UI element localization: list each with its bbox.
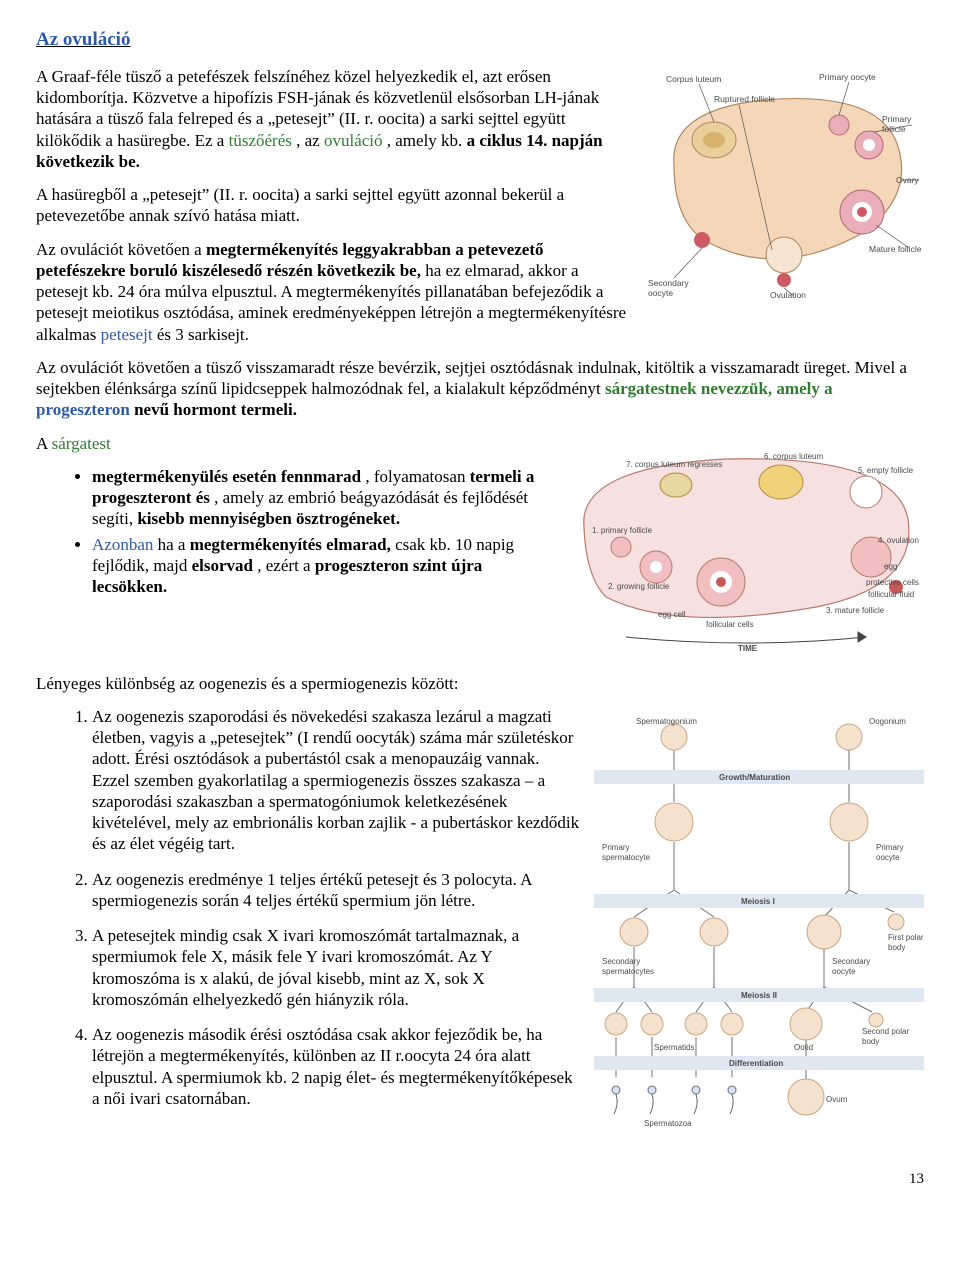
fig3-label: body — [888, 943, 905, 952]
fig2-label: egg — [884, 562, 897, 571]
fig1-label: Ruptured follicle — [714, 94, 775, 104]
text: , amely kb. — [387, 131, 467, 150]
diff-heading: Lényeges különbség az oogenezis és a spe… — [36, 673, 924, 694]
fig3-label: spermatocytes — [602, 967, 654, 976]
text: Az ovulációt követően a — [36, 240, 206, 259]
text: Az oogenezis szaporodási és növekedési s… — [92, 707, 579, 854]
page-title: Az ovuláció — [36, 28, 924, 52]
fig3-label: spermatocyte — [602, 853, 651, 862]
fig1-label: Secondary — [648, 278, 689, 288]
fig3-label: Spermatogonium — [636, 717, 697, 726]
term-sargatest: sárgatestnek nevezzük, amely a — [605, 379, 833, 398]
fig3-label: oocyte — [832, 967, 856, 976]
fig2-label: egg cell — [658, 610, 686, 619]
term-tuszoeres: tüszőérés — [229, 131, 292, 150]
fig3-label: Secondary — [832, 957, 870, 966]
fig3-label: Growth/Maturation — [719, 773, 790, 782]
text: Azonban — [92, 535, 158, 554]
fig3-label: Oogonium — [869, 717, 906, 726]
fig1-label: Primary — [882, 114, 912, 124]
fig2-label: 2. growing follicle — [608, 582, 670, 591]
text: A petesejtek mindig csak X ivari kromosz… — [92, 926, 519, 1009]
fig3-label: Ootid — [794, 1043, 813, 1052]
fig2-label: follicular fluid — [868, 590, 914, 599]
fig3-label: First polar — [888, 933, 924, 942]
text: , ezért a — [257, 556, 315, 575]
ovary-svg: Corpus luteum Primary oocyte Ruptured fo… — [644, 70, 924, 300]
figure-ovary-cross-section: Corpus luteum Primary oocyte Ruptured fo… — [644, 70, 924, 300]
fig3-label: Spermatids — [654, 1043, 694, 1052]
term-petesejt: petesejt — [101, 325, 153, 344]
fig2-label: 6. corpus luteum — [764, 452, 823, 461]
fig2-label: TIME — [738, 644, 758, 653]
text: A hasüregből a „petesejt” (II. r. oocita… — [36, 185, 564, 225]
page-number: 13 — [36, 1170, 924, 1189]
text: , folyamatosan — [365, 467, 469, 486]
fig2-label: 4. ovulation — [878, 536, 919, 545]
fig2-label: 3. mature follicle — [826, 606, 885, 615]
fig2-label: 5. empty follicle — [858, 466, 914, 475]
fig3-label: Second polar — [862, 1027, 909, 1036]
fig1-label: Primary oocyte — [819, 72, 876, 82]
fig1-label: Ovary — [896, 175, 919, 185]
text: és 3 sarkisejt. — [157, 325, 249, 344]
term-sargatest: sárgatest — [52, 434, 111, 453]
fig3-label: Primary — [602, 843, 630, 852]
fig1-label: follicle — [882, 124, 906, 134]
fig2-label: 1. primary follicle — [592, 526, 653, 535]
fig3-label: Secondary — [602, 957, 640, 966]
fig1-label: Ovulation — [770, 290, 806, 300]
fig2-label: 7. corpus luteum regresses — [626, 460, 723, 469]
fig3-label: Primary — [876, 843, 904, 852]
text-bold: kisebb mennyiségben ösztrogéneket. — [137, 509, 400, 528]
fig3-label: Meiosis II — [741, 991, 777, 1000]
text: ha a — [158, 535, 190, 554]
text-bold: nevű hormont termeli. — [134, 400, 297, 419]
text: A — [36, 434, 52, 453]
text-bold: megtermékenyítés elmarad, — [190, 535, 395, 554]
text-bold: megtermékenyülés esetén fennmarad — [92, 467, 361, 486]
fig2-label: protective cells — [866, 578, 919, 587]
paragraph: Az ovulációt követően a tüsző visszamara… — [36, 357, 924, 421]
text: Az oogenezis eredménye 1 teljes értékű p… — [92, 870, 532, 910]
figure-gametogenesis: Spermatogonium Oogonium Growth/Maturatio… — [594, 712, 924, 1132]
term-ovulacio: ovuláció — [324, 131, 383, 150]
text: , az — [296, 131, 324, 150]
fig3-label: Differentiation — [729, 1059, 783, 1068]
fig1-label: oocyte — [648, 288, 673, 298]
fig2-label: follicular cells — [706, 620, 754, 629]
follicle-timeline-svg: 1. primary follicle 2. growing follicle … — [566, 437, 924, 655]
page-title-text: Az ovuláció — [36, 29, 130, 50]
gametogenesis-svg: Spermatogonium Oogonium Growth/Maturatio… — [594, 712, 924, 1132]
fig3-label: oocyte — [876, 853, 900, 862]
text: Az oogenezis második érési osztódása csa… — [92, 1025, 573, 1108]
fig1-label: Mature follicle — [869, 244, 922, 254]
fig1-label: Corpus luteum — [666, 74, 721, 84]
fig3-label: Spermatozoa — [644, 1119, 692, 1128]
text-bold: elsorvad — [192, 556, 253, 575]
page-number-value: 13 — [909, 1171, 924, 1187]
fig3-label: Ovum — [826, 1095, 848, 1104]
fig3-label: Meiosis I — [741, 897, 775, 906]
fig3-label: body — [862, 1037, 879, 1046]
term-progeszteron: progeszteron — [36, 400, 130, 419]
figure-follicle-timeline: 1. primary follicle 2. growing follicle … — [566, 437, 924, 655]
